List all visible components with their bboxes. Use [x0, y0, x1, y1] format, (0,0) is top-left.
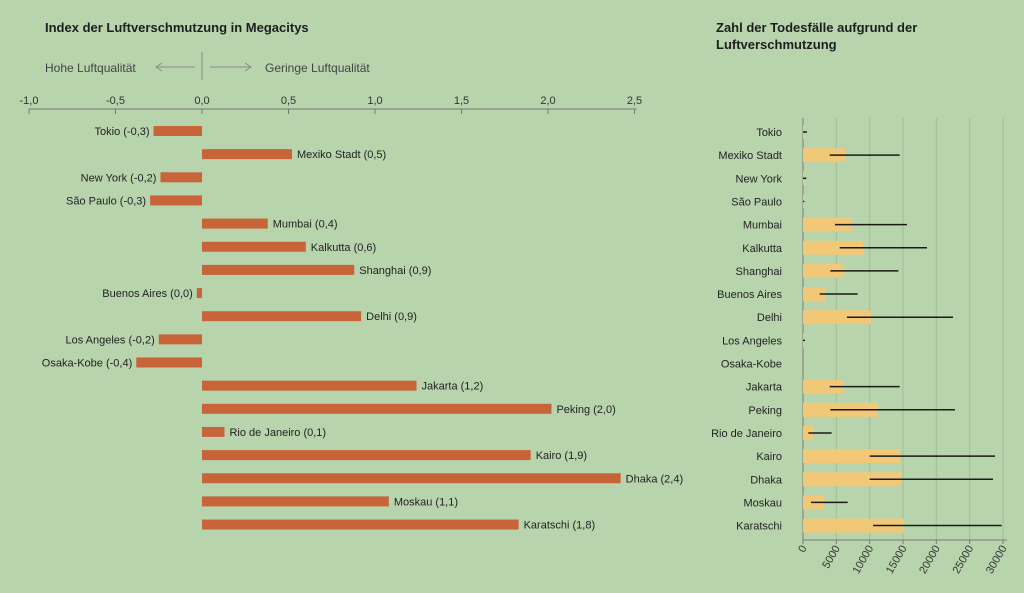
x-tick-label: 25000 — [951, 544, 977, 576]
index-bar — [153, 126, 202, 136]
category-label: Mumbai — [743, 220, 782, 232]
bar-label: Delhi (0,9) — [366, 311, 417, 323]
category-label: Osaka-Kobe — [721, 359, 782, 371]
right-arrow-icon — [210, 62, 252, 72]
index-bar — [202, 450, 531, 461]
index-bar — [150, 195, 202, 206]
bar-label: Karatschi (1,8) — [524, 520, 596, 532]
category-label: Kairo — [756, 451, 782, 463]
x-tick-label: 1,0 — [367, 95, 382, 107]
right-chart-title-line1: Zahl der Todesfälle aufgrund der — [716, 20, 918, 35]
x-tick-label: -0,5 — [106, 95, 125, 107]
x-tick-label: -1,0 — [20, 95, 39, 107]
index-bar — [202, 473, 621, 484]
category-label: Jakarta — [746, 382, 783, 394]
index-bar — [202, 264, 355, 275]
category-label: Los Angeles — [722, 335, 782, 347]
category-label: Buenos Aires — [717, 289, 782, 301]
bar-label: Rio de Janeiro (0,1) — [229, 427, 326, 439]
category-label: Moskau — [743, 497, 782, 509]
index-bar — [202, 241, 306, 252]
index-bar — [202, 380, 417, 391]
x-tick-label: 5000 — [820, 544, 843, 571]
bar-label: São Paulo (-0,3) — [66, 195, 146, 207]
x-tick-label: 0 — [796, 544, 809, 555]
bar-label: Shanghai (0,9) — [359, 265, 431, 277]
category-label: Rio de Janeiro — [711, 428, 782, 440]
bar-label: Moskau (1,1) — [394, 496, 458, 508]
bar-label: Mumbai (0,4) — [273, 219, 338, 231]
death-bar — [803, 263, 844, 278]
x-tick-label: 30000 — [984, 544, 1010, 576]
category-label: Delhi — [757, 312, 782, 324]
death-bar — [803, 217, 852, 232]
bar-label: Osaka-Kobe (-0,4) — [42, 358, 132, 370]
x-tick-label: 20000 — [917, 544, 943, 576]
death-bar — [803, 287, 826, 302]
bar-label: Dhaka (2,4) — [626, 473, 683, 485]
bar-label: Buenos Aires (0,0) — [102, 288, 193, 300]
x-tick-label: 15000 — [884, 544, 910, 576]
category-label: São Paulo — [731, 196, 782, 208]
x-tick-label: 0,0 — [194, 95, 209, 107]
bar-label: New York (-0,2) — [81, 172, 157, 184]
index-bar — [202, 426, 225, 437]
bar-label: Kairo (1,9) — [536, 450, 587, 462]
index-bar — [196, 288, 202, 299]
category-label: Mexiko Stadt — [718, 150, 782, 162]
right-chart-title-line2: Luftverschmutzung — [716, 37, 837, 52]
x-tick-label: 0,5 — [281, 95, 296, 107]
category-label: New York — [736, 173, 783, 185]
low-air-quality-hint: Geringe Luftqualität — [265, 61, 370, 75]
bar-label: Jakarta (1,2) — [422, 381, 484, 393]
index-bar — [158, 334, 202, 345]
x-tick-label: 1,5 — [454, 95, 469, 107]
death-bar — [803, 379, 844, 394]
x-tick-label: 10000 — [851, 544, 877, 576]
bar-label: Mexiko Stadt (0,5) — [297, 149, 386, 161]
index-bar — [160, 172, 202, 183]
category-label: Kalkutta — [742, 243, 783, 255]
death-bar — [803, 148, 845, 163]
category-label: Dhaka — [750, 474, 783, 486]
death-bar — [803, 472, 902, 487]
bar-label: Los Angeles (-0,2) — [65, 334, 154, 346]
index-bar — [202, 149, 292, 160]
index-bar — [136, 357, 202, 368]
index-bar — [202, 403, 552, 414]
index-bar — [202, 519, 519, 530]
bar-label: Kalkutta (0,6) — [311, 242, 376, 254]
category-label: Tokio — [756, 127, 782, 139]
bar-label: Tokio (-0,3) — [95, 126, 150, 138]
left-chart-title: Index der Luftverschmutzung in Megacitys — [45, 20, 309, 35]
left-arrow-icon — [155, 62, 195, 72]
x-tick-label: 2,0 — [540, 95, 555, 107]
x-tick-label: 2,5 — [627, 95, 642, 107]
death-bar — [803, 310, 871, 325]
death-bar — [803, 449, 901, 464]
category-label: Peking — [748, 405, 782, 417]
death-bar — [803, 240, 863, 255]
index-bar — [202, 218, 268, 229]
high-air-quality-hint: Hohe Luftqualität — [45, 61, 136, 75]
category-label: Karatschi — [736, 521, 782, 533]
category-label: Shanghai — [736, 266, 783, 278]
bar-label: Peking (2,0) — [556, 404, 615, 416]
index-bar — [202, 496, 389, 507]
death-bar — [803, 518, 904, 533]
index-bar — [202, 311, 362, 322]
